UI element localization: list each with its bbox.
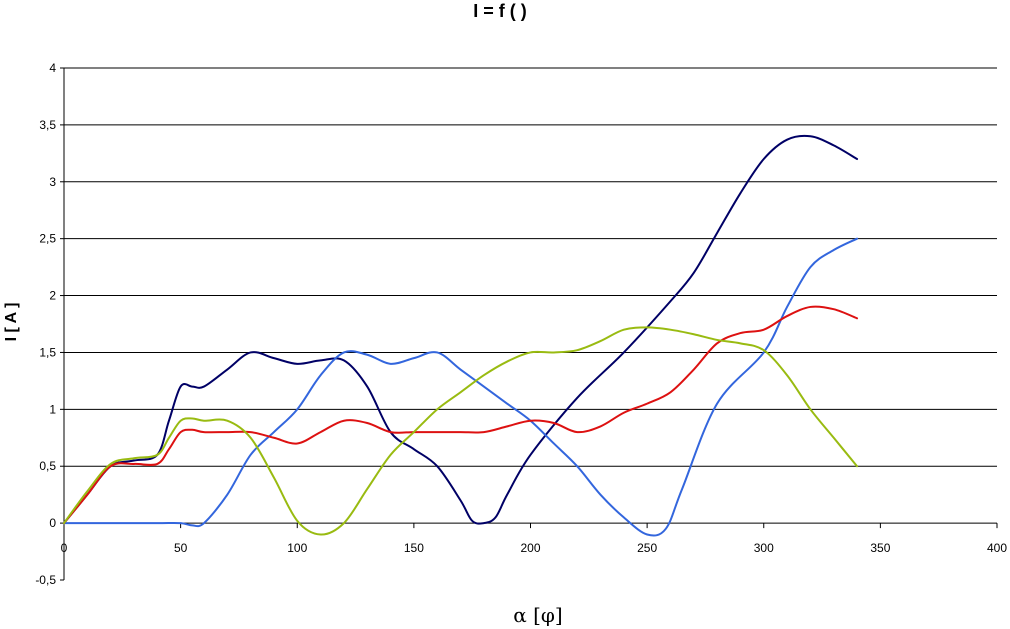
y-tick-label: 3,5: [39, 118, 56, 132]
x-tick-label: 400: [987, 541, 1007, 555]
x-tick-label: 100: [287, 541, 307, 555]
series-lines: [63, 134, 859, 537]
x-tick-label: 0: [61, 541, 68, 555]
chart-title: I = f ( ): [473, 1, 527, 21]
y-tick-label: 2: [49, 289, 56, 303]
y-tick-label: 0: [49, 516, 56, 530]
y-tick-label: 4: [49, 61, 56, 75]
x-tick-label: 50: [174, 541, 188, 555]
series-line-2: [63, 237, 859, 537]
gridlines: [64, 67, 997, 467]
x-axis-label: α [φ]: [513, 603, 562, 627]
y-tick-label: 1,5: [39, 345, 56, 359]
y-tick-label: 0,5: [39, 459, 56, 473]
series-line-4: [63, 326, 859, 536]
y-tick-label: 2,5: [39, 232, 56, 246]
tick-labels: -0,5 0 0,5 1 1,5 2 2,5 3 3,5 4 0 50 100 150 200 250 300 3…: [35, 61, 1007, 587]
x-tick-label: 150: [404, 541, 424, 555]
x-tick-label: 350: [870, 541, 890, 555]
axes: [60, 67, 998, 581]
series-line-1: [63, 134, 859, 525]
y-tick-label: 3: [49, 175, 56, 189]
series-line-3: [63, 305, 859, 525]
x-tick-label: 200: [520, 541, 540, 555]
y-tick-label: -0,5: [35, 573, 56, 587]
y-tick-label: 1: [49, 402, 56, 416]
y-axis-label: I [ A ]: [3, 303, 20, 342]
x-tick-label: 250: [637, 541, 657, 555]
x-tick-label: 300: [754, 541, 774, 555]
